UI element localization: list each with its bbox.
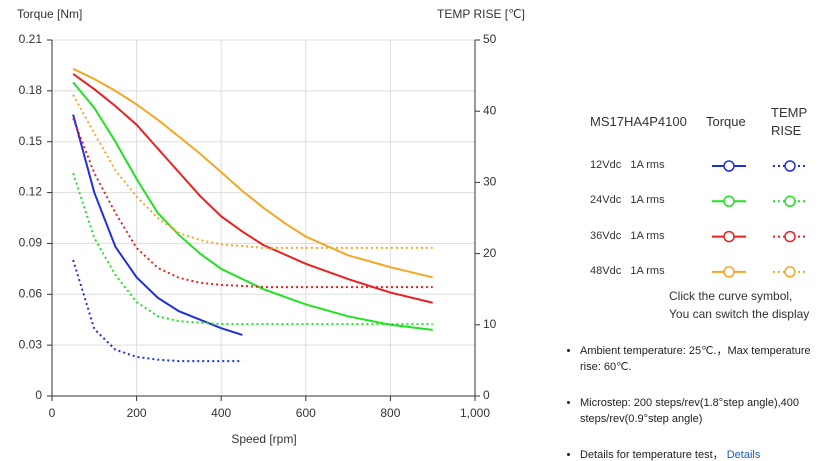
legend-mark (723, 160, 735, 172)
legend-label: 48Vdc 1A rms (590, 264, 665, 277)
x-tick-label: 800 (380, 406, 400, 420)
y-axis-label: Torque [Nm] (17, 7, 82, 21)
y2-tick-label: 20 (483, 246, 497, 260)
y-tick-label: 0.12 (19, 185, 43, 199)
legend-mark (723, 195, 735, 208)
torque-line (72, 67, 433, 279)
notes: Ambient temperature: 25℃.，Max temperatur… (566, 343, 816, 461)
legend-column: Torque (706, 114, 746, 129)
legend-symbol[interactable] (712, 160, 746, 172)
legend-symbol[interactable] (773, 230, 807, 243)
legend-title: MS17HA4P4100 (590, 114, 687, 129)
y-tick-label: 0 (35, 388, 42, 402)
torque-line (72, 73, 433, 304)
y-tick-label: 0.09 (19, 236, 43, 250)
y2-tick-label: 10 (483, 317, 497, 331)
legend-mark (723, 230, 735, 243)
y2-tick-label: 40 (483, 103, 497, 117)
legend-column: TEMP RISE (771, 105, 807, 138)
legend-label: 24Vdc 1A rms (590, 194, 665, 207)
details-link[interactable]: Details (726, 449, 761, 461)
temp-line (72, 117, 433, 289)
note-item: Microstep: 200 steps/rev(1.8°step angle)… (580, 395, 816, 427)
legend-mark (784, 195, 796, 208)
note-text: Details for temperature test， (580, 449, 724, 461)
note-item: Ambient temperature: 25℃.，Max temperatur… (580, 343, 816, 375)
legend-mark (784, 266, 796, 278)
torque-line (72, 114, 243, 336)
legend-symbol[interactable] (712, 230, 746, 243)
x-tick-label: 600 (296, 406, 316, 420)
torque-line (72, 81, 433, 331)
temp-line (72, 94, 433, 249)
note-line: Click the curve symbol, (669, 289, 793, 303)
legend-symbol[interactable] (773, 266, 807, 278)
x-axis-label: Speed [rpm] (231, 432, 296, 446)
y-tick-label: 0.21 (19, 32, 43, 46)
y2-axis-label: TEMP RISE [℃] (437, 7, 525, 21)
x-tick-label: 200 (127, 406, 147, 420)
y2-tick-label: 0 (483, 388, 490, 402)
y-tick-label: 0.03 (19, 337, 43, 351)
y-tick-label: 0.18 (19, 83, 43, 97)
legend-label: 36Vdc 1A rms (590, 229, 665, 242)
x-tick-label: 400 (211, 406, 231, 420)
note-line: You can switch the display (669, 307, 810, 321)
legend-symbol[interactable] (773, 160, 807, 172)
y-tick-label: 0.06 (19, 286, 43, 300)
x-tick-label: 0 (49, 406, 56, 420)
legend-mark (784, 160, 796, 172)
legend-mark (784, 230, 796, 243)
temp-line (72, 172, 433, 326)
legend-symbol[interactable] (773, 195, 807, 208)
y2-tick-label: 50 (483, 32, 497, 46)
legend-label: 12Vdc 1A rms (590, 159, 665, 171)
legend-mark (723, 266, 735, 278)
temp-line (72, 259, 243, 363)
x-tick-label: 1,000 (460, 406, 490, 420)
y2-tick-label: 30 (483, 175, 497, 189)
legend-symbol[interactable] (712, 266, 746, 278)
legend-symbol[interactable] (712, 195, 746, 208)
y-tick-label: 0.15 (19, 134, 43, 148)
note-item: Details for temperature test， Details (580, 447, 816, 461)
